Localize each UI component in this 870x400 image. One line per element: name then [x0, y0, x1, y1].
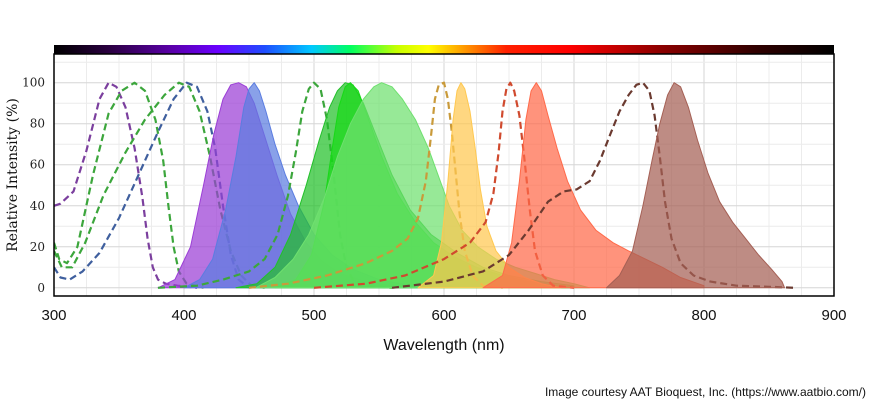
y-tick-label: 80	[30, 117, 45, 131]
excitation-curve-1	[54, 81, 204, 289]
x-tick-labels: 300 400 500 600 700 800 900	[41, 307, 846, 324]
y-tick-label: 100	[22, 76, 45, 90]
excitation-curve-12	[313, 81, 575, 289]
excitation-curve-0	[54, 81, 198, 289]
y-tick-label: 20	[30, 240, 45, 254]
x-axis-label: Wavelength (nm)	[383, 337, 504, 354]
spectrum-bar	[54, 45, 834, 54]
x-tick-label: 300	[41, 307, 66, 324]
x-tick-label: 400	[171, 307, 196, 324]
y-axis-label: Relative Intensity (%)	[5, 98, 21, 252]
x-tick-label: 600	[431, 307, 456, 324]
x-tick-label: 800	[691, 307, 716, 324]
x-tick-label: 700	[561, 307, 586, 324]
series-layer	[54, 81, 796, 289]
x-tick-label: 500	[301, 307, 326, 324]
y-tick-label: 60	[30, 158, 45, 172]
x-tick-label: 900	[821, 307, 846, 324]
excitation-curve-2	[54, 81, 250, 289]
y-tick-labels: 0 20 40 60 80 100	[22, 76, 45, 295]
emission-curve-15	[606, 82, 786, 289]
plot-frame	[53, 53, 835, 297]
image-credit: Image courtesy AAT Bioquest, Inc. (https…	[545, 385, 866, 399]
y-tick-label: 0	[37, 281, 45, 295]
y-tick-label: 40	[30, 199, 45, 213]
